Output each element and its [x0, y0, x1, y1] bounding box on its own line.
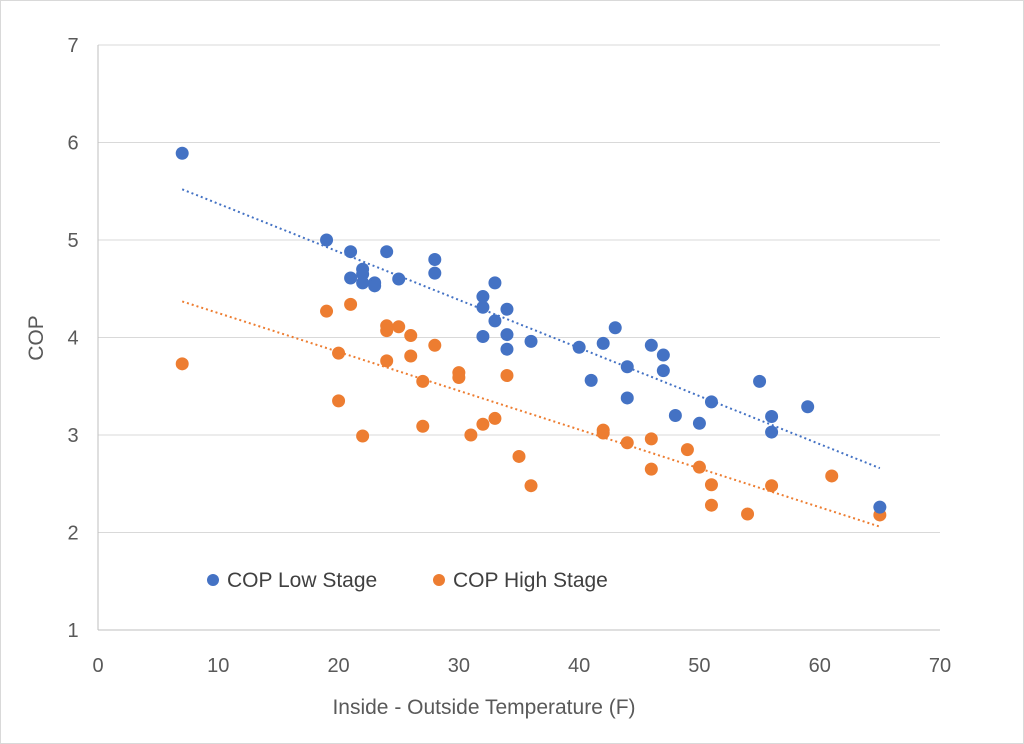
point-high-stage [428, 338, 442, 352]
point-low-stage [692, 416, 706, 430]
x-tick-label: 60 [809, 655, 831, 677]
point-high-stage [320, 304, 334, 318]
point-high-stage [175, 357, 189, 371]
point-low-stage [488, 314, 502, 328]
point-high-stage [332, 394, 346, 408]
point-low-stage [500, 342, 514, 356]
y-axis-title: COP [25, 315, 48, 361]
point-low-stage [476, 290, 490, 304]
point-high-stage [380, 354, 394, 368]
x-tick-label: 50 [688, 655, 710, 677]
point-high-stage [464, 428, 478, 442]
legend-label-high-stage: COP High Stage [453, 569, 608, 592]
point-high-stage [488, 411, 502, 425]
point-low-stage [753, 374, 767, 388]
point-low-stage [392, 272, 406, 286]
point-low-stage [500, 328, 514, 342]
trendline-low-stage [181, 188, 881, 470]
x-tick-label: 40 [568, 655, 590, 677]
point-low-stage [488, 276, 502, 290]
point-high-stage [332, 346, 346, 360]
point-low-stage [765, 425, 779, 439]
axes [97, 45, 940, 631]
y-tick-label: 2 [67, 523, 78, 545]
point-low-stage [476, 300, 490, 314]
point-high-stage [741, 507, 755, 521]
point-low-stage [344, 271, 358, 285]
data-points [175, 146, 887, 522]
point-low-stage [428, 266, 442, 280]
point-low-stage [765, 409, 779, 423]
point-high-stage [596, 426, 610, 440]
point-high-stage [680, 443, 694, 457]
point-low-stage [608, 321, 622, 335]
point-low-stage [356, 276, 370, 290]
gridlines [98, 44, 940, 533]
point-high-stage [825, 469, 839, 483]
y-tick-label: 5 [67, 230, 78, 252]
point-low-stage [801, 400, 815, 414]
point-low-stage [620, 360, 634, 374]
point-high-stage [524, 479, 538, 493]
point-high-stage [644, 432, 658, 446]
point-low-stage [344, 245, 358, 259]
x-tick-label: 30 [448, 655, 470, 677]
point-low-stage [320, 233, 334, 247]
point-high-stage [404, 329, 418, 343]
point-high-stage [620, 436, 634, 450]
trendlines [181, 188, 881, 528]
point-low-stage [644, 338, 658, 352]
point-high-stage [392, 320, 406, 334]
point-low-stage [596, 336, 610, 350]
point-high-stage [476, 417, 490, 431]
point-low-stage [524, 334, 538, 348]
x-tick-label: 70 [929, 655, 951, 677]
point-low-stage [584, 373, 598, 387]
legend-marker-low-stage [207, 574, 219, 586]
point-low-stage [380, 245, 394, 259]
y-tick-label: 4 [67, 328, 78, 350]
point-high-stage [416, 419, 430, 433]
point-high-stage [765, 479, 779, 493]
point-low-stage [368, 279, 382, 293]
point-low-stage [175, 146, 189, 160]
legend-marker-high-stage [433, 574, 445, 586]
point-low-stage [428, 253, 442, 266]
y-tick-label: 1 [67, 620, 78, 642]
y-tick-label: 7 [67, 35, 78, 57]
point-low-stage [668, 409, 682, 422]
point-high-stage [704, 478, 718, 492]
point-low-stage [572, 340, 586, 354]
x-axis-title: Inside - Outside Temperature (F) [332, 696, 635, 719]
point-high-stage [416, 374, 430, 388]
trendline-high-stage [181, 300, 881, 528]
x-tick-label: 20 [327, 655, 349, 677]
point-low-stage [656, 364, 670, 378]
legend-label-low-stage: COP Low Stage [227, 569, 377, 592]
point-low-stage [476, 330, 490, 344]
point-high-stage [692, 460, 706, 474]
point-high-stage [512, 449, 526, 463]
y-tick-label: 3 [67, 425, 78, 447]
point-low-stage [500, 302, 514, 316]
point-low-stage [873, 500, 887, 514]
point-low-stage [620, 391, 634, 405]
point-low-stage [704, 395, 718, 409]
x-tick-label: 10 [207, 655, 229, 677]
point-low-stage [656, 348, 670, 362]
x-tick-label: 0 [92, 655, 103, 677]
point-high-stage [356, 429, 370, 443]
point-high-stage [404, 349, 418, 363]
point-high-stage [344, 297, 358, 311]
point-high-stage [380, 324, 394, 338]
point-high-stage [704, 498, 718, 512]
point-high-stage [500, 369, 514, 383]
point-high-stage [452, 370, 466, 384]
point-high-stage [644, 462, 658, 476]
y-tick-label: 6 [67, 133, 78, 155]
legend: COP Low Stage COP High Stage [207, 569, 608, 592]
